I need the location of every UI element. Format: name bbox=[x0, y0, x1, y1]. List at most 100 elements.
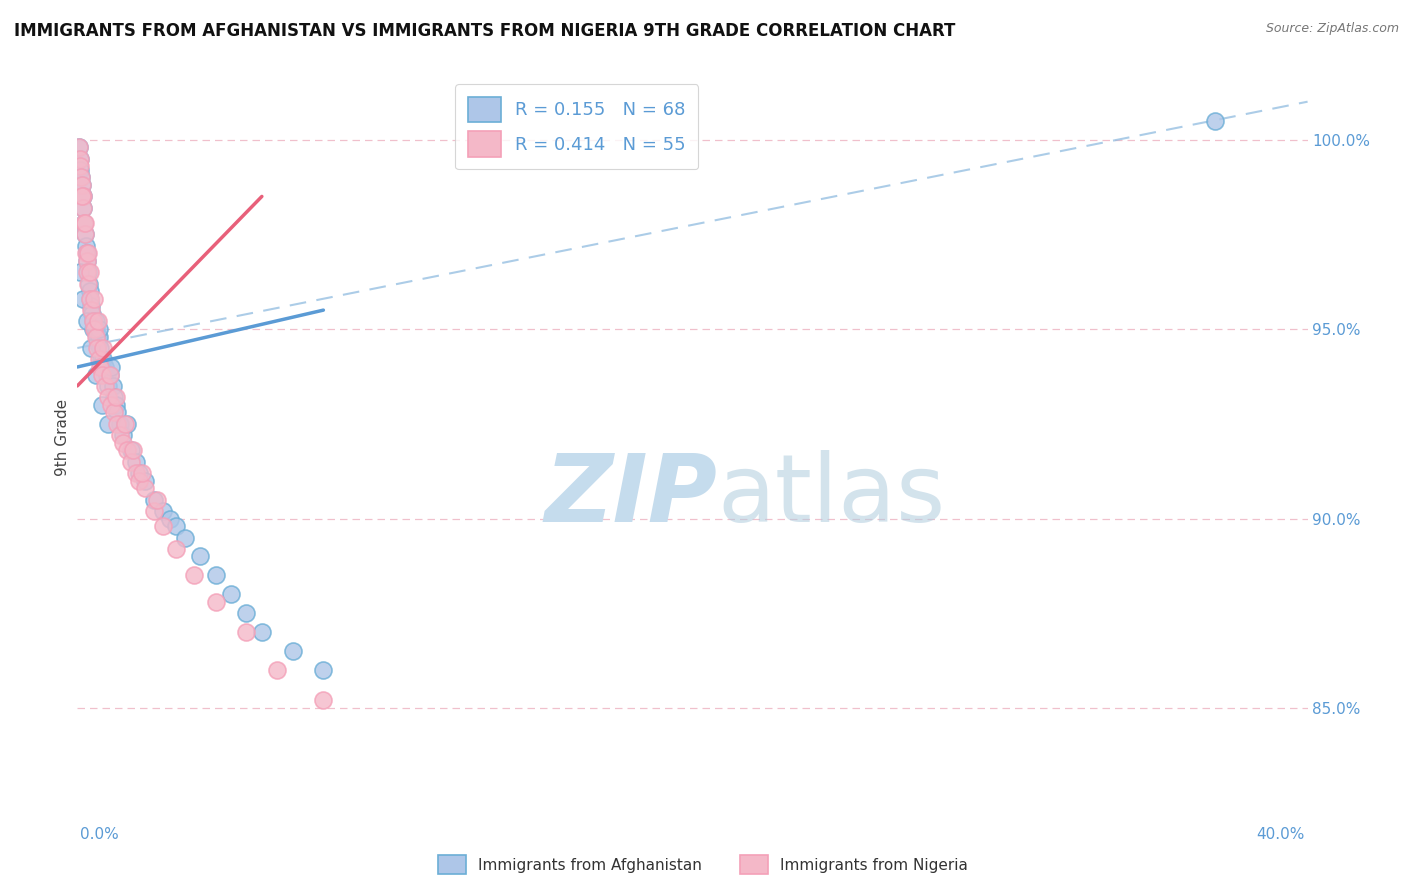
Point bbox=[82, 307, 104, 321]
Point bbox=[90, 352, 112, 367]
Point bbox=[87, 329, 110, 343]
Point bbox=[77, 265, 100, 279]
Point bbox=[75, 246, 97, 260]
Point bbox=[174, 531, 197, 545]
Point bbox=[112, 435, 135, 450]
Point bbox=[97, 390, 120, 404]
Point bbox=[70, 170, 93, 185]
Point bbox=[69, 152, 91, 166]
Point bbox=[70, 189, 93, 203]
Point bbox=[114, 417, 136, 431]
Text: atlas: atlas bbox=[717, 450, 945, 541]
Point bbox=[143, 492, 166, 507]
Point bbox=[110, 428, 132, 442]
Point bbox=[72, 201, 94, 215]
Point bbox=[115, 417, 138, 431]
Point bbox=[70, 178, 93, 192]
Point bbox=[86, 322, 108, 336]
Point bbox=[72, 292, 94, 306]
Point bbox=[104, 390, 127, 404]
Point bbox=[73, 227, 96, 242]
Point bbox=[115, 443, 138, 458]
Point bbox=[80, 299, 103, 313]
Point bbox=[77, 246, 100, 260]
Point bbox=[312, 663, 335, 677]
Point bbox=[82, 322, 104, 336]
Point bbox=[84, 329, 107, 343]
Point bbox=[134, 481, 156, 495]
Point bbox=[103, 390, 125, 404]
Legend: Immigrants from Afghanistan, Immigrants from Nigeria: Immigrants from Afghanistan, Immigrants … bbox=[432, 849, 974, 880]
Point bbox=[84, 314, 107, 328]
Point bbox=[94, 379, 117, 393]
Point bbox=[98, 368, 121, 382]
Point bbox=[93, 352, 115, 367]
Point bbox=[128, 474, 150, 488]
Point bbox=[89, 359, 111, 374]
Point bbox=[204, 595, 226, 609]
Point bbox=[121, 443, 143, 458]
Point bbox=[219, 587, 242, 601]
Point bbox=[110, 417, 132, 431]
Point bbox=[75, 238, 97, 252]
Point bbox=[100, 359, 122, 374]
Point bbox=[312, 693, 335, 707]
Point bbox=[165, 519, 187, 533]
Point bbox=[69, 152, 91, 166]
Point bbox=[80, 341, 103, 355]
Point bbox=[152, 504, 174, 518]
Legend: R = 0.155   N = 68, R = 0.414   N = 55: R = 0.155 N = 68, R = 0.414 N = 55 bbox=[456, 84, 699, 169]
Point bbox=[76, 265, 98, 279]
Point bbox=[90, 398, 114, 412]
Point bbox=[112, 428, 135, 442]
Point bbox=[91, 341, 114, 355]
Point bbox=[80, 303, 103, 318]
Point bbox=[84, 368, 107, 382]
Point bbox=[165, 541, 187, 556]
Point bbox=[87, 314, 110, 328]
Point bbox=[67, 140, 90, 154]
Point bbox=[83, 314, 105, 328]
Point bbox=[131, 466, 153, 480]
Point bbox=[77, 277, 100, 291]
Point bbox=[104, 398, 127, 412]
Point bbox=[235, 625, 257, 640]
Point bbox=[83, 322, 105, 336]
Point bbox=[89, 322, 111, 336]
Point bbox=[105, 417, 128, 431]
Point bbox=[73, 227, 96, 242]
Point bbox=[96, 368, 118, 382]
Point bbox=[69, 159, 91, 173]
Point bbox=[159, 511, 181, 525]
Point bbox=[73, 216, 96, 230]
Point bbox=[90, 359, 114, 374]
Point bbox=[204, 568, 226, 582]
Point bbox=[72, 189, 94, 203]
Point bbox=[79, 292, 101, 306]
Point bbox=[146, 492, 169, 507]
Point bbox=[100, 398, 122, 412]
Text: 0.0%: 0.0% bbox=[80, 827, 120, 841]
Point bbox=[89, 341, 111, 355]
Point bbox=[70, 178, 93, 192]
Point bbox=[72, 189, 94, 203]
Point bbox=[97, 379, 120, 393]
Point bbox=[79, 292, 101, 306]
Point bbox=[281, 644, 304, 658]
Point bbox=[235, 607, 257, 621]
Point bbox=[69, 265, 91, 279]
Point bbox=[73, 216, 96, 230]
Text: 40.0%: 40.0% bbox=[1257, 827, 1305, 841]
Point bbox=[1204, 113, 1226, 128]
Point bbox=[67, 140, 90, 154]
Point bbox=[190, 549, 212, 564]
Point bbox=[266, 663, 288, 677]
Point bbox=[120, 455, 142, 469]
Point bbox=[125, 466, 148, 480]
Point bbox=[77, 277, 100, 291]
Text: ZIP: ZIP bbox=[544, 450, 717, 541]
Point bbox=[76, 314, 98, 328]
Point bbox=[73, 216, 96, 230]
Point bbox=[128, 466, 150, 480]
Point bbox=[70, 170, 93, 185]
